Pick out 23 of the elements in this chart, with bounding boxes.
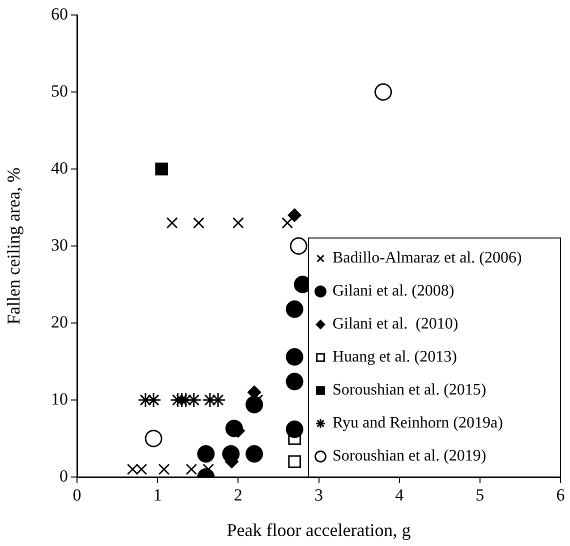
y-tick-label: 30 [51,235,68,254]
y-tick-label: 10 [51,389,68,408]
x-tick-label: 5 [476,486,484,505]
x-tick-label: 1 [153,486,162,505]
legend-label: Soroushian et al. (2015) [332,382,486,399]
x-tick-label: 4 [395,486,404,505]
y-axis-title: Fallen ceiling area, % [4,168,24,324]
x-tick-label: 2 [234,486,242,505]
legend-label: Gilani et al. (2010) [332,316,458,333]
y-tick-label: 40 [51,158,68,178]
y-tick-label: 50 [51,81,68,100]
x-tick-label: 6 [556,486,565,505]
y-tick-label: 20 [51,312,68,332]
x-tick-label: 3 [314,486,323,505]
legend-label: Ryu and Reinhorn (2019a) [332,414,503,432]
x-axis-title: Peak floor acceleration, g [226,520,411,540]
legend-label: Huang et al. (2013) [332,348,457,366]
x-tick-label: 0 [72,486,82,505]
legend-label: Soroushian et al. (2019) [332,448,486,465]
legend-label: Gilani et al. (2008) [332,282,454,300]
y-tick-label: 60 [51,4,68,24]
y-tick-label: 0 [60,466,68,486]
legend-label: Badillo-Almaraz et al. (2006) [332,250,522,267]
